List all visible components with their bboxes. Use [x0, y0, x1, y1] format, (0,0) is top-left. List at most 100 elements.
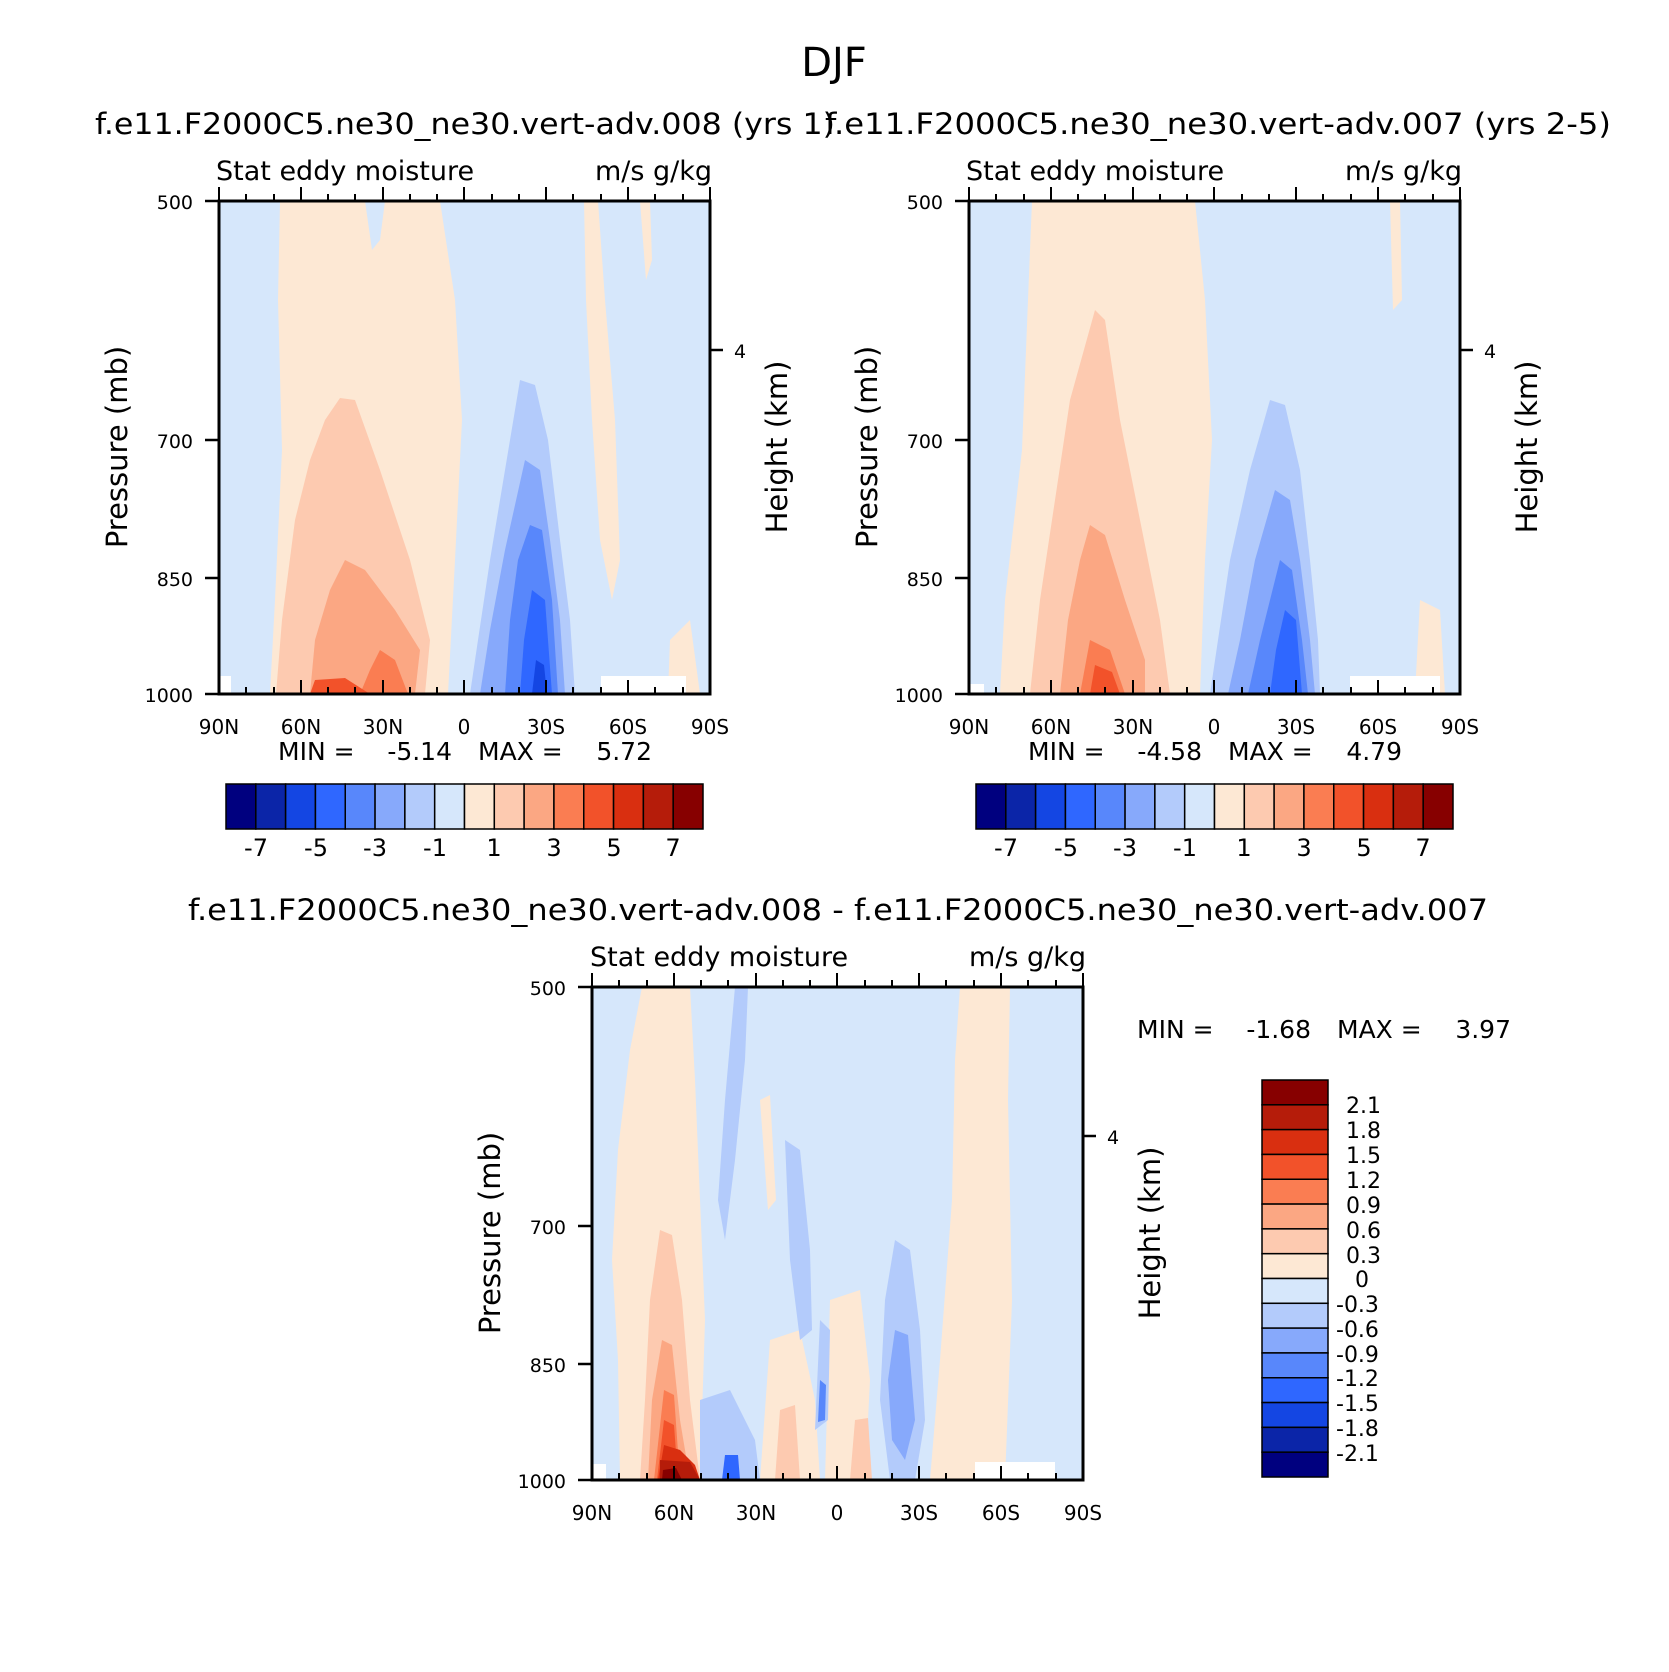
panel-1-colorbar-label: -3: [363, 834, 387, 862]
colorbar-box: [1183, 783, 1216, 830]
panel-3-contour-field: [592, 987, 1083, 1480]
panel-3-min-value: -1.68: [1246, 1015, 1311, 1044]
panel-1-xtick-label: 60S: [609, 715, 647, 739]
panel-3-xtick-label: 60N: [654, 1501, 694, 1525]
panel-1-max-value: 5.72: [596, 737, 652, 766]
panel-1-colorbar-label: 7: [665, 834, 680, 862]
panel-2-warm-level2: [1030, 310, 1170, 694]
panel-2-nodata: [1350, 676, 1440, 694]
panel-3-colorbar-label: -1.5: [1336, 1392, 1379, 1417]
panel-1-ylabel-right: Height (km): [760, 361, 794, 534]
panel-1-xtick-label: 60N: [281, 715, 321, 739]
panel-1-xtick-label: 30N: [363, 715, 403, 739]
panel-3-colorbar-label: -0.9: [1336, 1343, 1379, 1368]
panel-1-colorbar-boxes: [225, 783, 704, 830]
panel-1-colorbar-label: -1: [423, 834, 447, 862]
panel-1-nodata-left: [219, 676, 231, 694]
panel-2-ytick-label: 700: [907, 431, 943, 453]
colorbar-box: [1422, 783, 1454, 830]
panel-3-nodata-left: [592, 1464, 606, 1480]
panel-3-xtick-label: 0: [831, 1501, 844, 1525]
panel-2-xticks-bottom: [968, 680, 1461, 694]
colorbar-box: [1261, 1327, 1329, 1354]
panel-3-warm-level2-c: [850, 1418, 872, 1480]
panel-1-min-label: MIN =: [278, 737, 355, 766]
panel-1-sh-warm: [584, 201, 620, 600]
colorbar-box: [1333, 783, 1365, 830]
panel-3-xtick-label: 90N: [572, 1501, 612, 1525]
panel-2-right-tick-label: 4: [1484, 341, 1496, 363]
panel-2-colorbar-label: -7: [994, 834, 1018, 862]
panel-3-min-label: MIN =: [1137, 1015, 1214, 1044]
panel-3-colorbar: 2.1 1.8 1.5 1.2 0.9 0.6 0.3 0 -0.3 -0.6 …: [1261, 1079, 1381, 1478]
colorbar-box: [1261, 1178, 1329, 1205]
colorbar-box: [493, 783, 525, 830]
panel-3-xtick-label: 60S: [982, 1501, 1020, 1525]
panel-1-ytick-label: 700: [157, 431, 193, 453]
panel-3-xtick-label: 90S: [1064, 1501, 1102, 1525]
panel-3-max-label: MAX =: [1337, 1015, 1422, 1044]
panel-2-title: f.e11.F2000C5.ne30_ne30.vert-adv.007 (yr…: [825, 107, 1611, 141]
panel-1-xtick-label: 90S: [691, 715, 729, 739]
panel-2-ylabel: Pressure (mb): [850, 346, 884, 548]
panel-1-title: f.e11.F2000C5.ne30_ne30.vert-adv.008 (yr…: [95, 107, 835, 141]
panel-1-variable: Stat eddy moisture: [216, 156, 474, 187]
colorbar-box: [642, 783, 674, 830]
colorbar-box: [1261, 1426, 1329, 1453]
panel-1-ytick-label: 1000: [145, 685, 193, 707]
panel-3-colorbar-label: -0.6: [1336, 1318, 1379, 1343]
panel-3-cold-level3: [818, 1380, 826, 1422]
panel-3-colorbar-boxes: [1261, 1079, 1329, 1478]
panel-1-cold-level5: [532, 660, 547, 694]
colorbar-box: [1392, 783, 1424, 830]
panel-2-colorbar-label: -5: [1054, 834, 1078, 862]
panel-2-xtick-label: 30S: [1277, 715, 1315, 739]
panel-2-colorbar-label: 5: [1356, 834, 1371, 862]
panel-3-title: f.e11.F2000C5.ne30_ne30.vert-adv.008 - f…: [188, 893, 1488, 927]
colorbar-box: [374, 783, 406, 830]
colorbar-box: [1154, 783, 1186, 830]
panel-2-colorbar-label: -3: [1113, 834, 1137, 862]
panel-3-right-tick-label: 4: [1107, 1127, 1119, 1149]
panel-2-right-axis: 4 Height (km): [1460, 341, 1544, 533]
panel-3-colorbar-label: -1.2: [1336, 1367, 1379, 1392]
panel-1: f.e11.F2000C5.ne30_ne30.vert-adv.008 (yr…: [95, 107, 835, 862]
colorbar-box: [1034, 783, 1067, 830]
panel-1-nodata: [601, 676, 686, 694]
panel-2-colorbar-label: 1: [1236, 834, 1251, 862]
panel-3-ytick-label: 500: [530, 978, 566, 1000]
colorbar-box: [975, 783, 1007, 830]
panel-3-colorbar-label: 2.1: [1346, 1094, 1381, 1119]
panel-2-min-value: -4.58: [1137, 737, 1202, 766]
panel-2-cold-level4: [1270, 610, 1302, 694]
panel-3-cold-band-5: [815, 1320, 830, 1430]
colorbar-box: [1303, 783, 1335, 830]
panel-2-warm-level3: [1060, 525, 1145, 694]
panel-1-colorbar-label: 3: [546, 834, 561, 862]
panel-1-xticks-bottom: [218, 680, 711, 694]
colorbar-box: [1261, 1401, 1329, 1429]
panel-1-colorbar-label: 1: [486, 834, 501, 862]
panel-3-xtick-label: 30N: [736, 1501, 776, 1525]
colorbar-box: [433, 783, 466, 830]
colorbar-box: [672, 783, 704, 830]
panel-3-warm-band-sh: [930, 987, 1012, 1480]
panel-3-ytick-label: 850: [530, 1355, 566, 1377]
panel-2-ytick-label: 850: [907, 569, 943, 591]
panel-1-colorbar-label: -7: [244, 834, 268, 862]
panel-2-max-value: 4.79: [1346, 737, 1402, 766]
panel-1-contour-field: [219, 201, 710, 694]
panel-3-cold-level4: [722, 1455, 740, 1480]
panel-2-variable: Stat eddy moisture: [966, 156, 1224, 187]
panel-2-xtick-label: 0: [1208, 715, 1221, 739]
panel-3-warm-level8: [662, 1468, 682, 1480]
panel-2-units: m/s g/kg: [1345, 156, 1462, 187]
colorbar-box: [1261, 1153, 1329, 1180]
panel-1-colorbar-label: -5: [304, 834, 328, 862]
panel-2-y-axis: Pressure (mb) 500 700 850 1000: [850, 192, 969, 707]
panel-3-ytick-label: 700: [530, 1217, 566, 1239]
panel-3-warm-streak: [760, 1330, 820, 1480]
panel-2-ylabel-right: Height (km): [1510, 361, 1544, 534]
panel-1-warm-level4: [360, 650, 408, 694]
panel-3-yticks: [578, 985, 592, 1482]
